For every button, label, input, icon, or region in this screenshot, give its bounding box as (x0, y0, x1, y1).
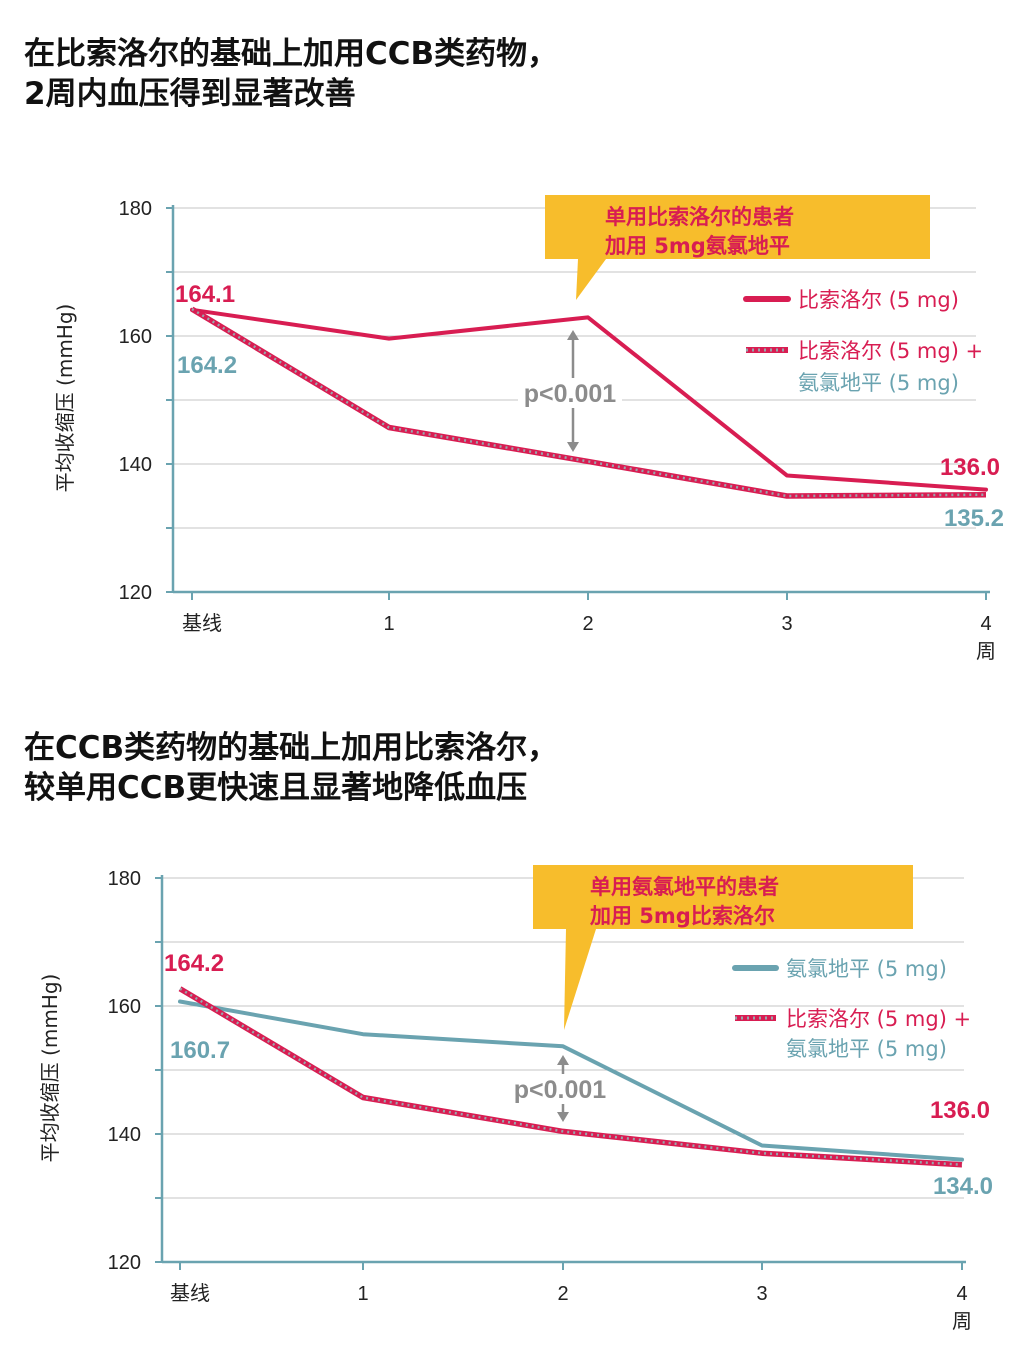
y-axis-label: 平均收缩压 (mmHg) (38, 974, 62, 1163)
y-tick-label: 140 (119, 454, 152, 476)
x-tick-label: 2 (557, 1283, 568, 1305)
p-value-arrow-head-up (557, 1055, 569, 1065)
start-value-label: 164.2 (164, 950, 224, 977)
x-tick-label: 基线 (170, 1281, 210, 1305)
legend-label: 氨氯地平 (5 mg) (786, 1037, 947, 1061)
series-line-dotted (190, 306, 987, 499)
x-axis-unit-label: 周 (952, 1309, 972, 1333)
callout-text: 加用 5mg氨氯地平 (604, 234, 790, 258)
callout-text: 单用氨氯地平的患者 (590, 875, 779, 899)
p-value-background (508, 1074, 612, 1104)
callout-pointer (576, 259, 606, 300)
y-tick-label: 120 (108, 1252, 141, 1274)
legend-label: 氨氯地平 (5 mg) (786, 957, 947, 981)
p-value-label: p<0.001 (514, 1076, 607, 1104)
x-tick-label: 1 (383, 613, 394, 635)
x-axis-unit-label: 周 (976, 639, 996, 663)
end-value-label: 134.0 (933, 1173, 993, 1200)
legend-label: 比索洛尔 (5 mg) + (798, 339, 983, 363)
y-tick-label: 120 (119, 582, 152, 604)
chart1-heading: 在比索洛尔的基础上加用CCB类药物， 2周内血压得到显著改善 (24, 34, 558, 114)
chart2-heading: 在CCB类药物的基础上加用比索洛尔， 较单用CCB更快速且显著地降低血压 (24, 728, 558, 808)
legend-label: 氨氯地平 (5 mg) (798, 371, 959, 395)
p-value-arrow-head-down (567, 442, 579, 452)
chart2-heading-line2: 较单用CCB更快速且显著地降低血压 (24, 770, 528, 806)
y-tick-label: 180 (119, 198, 152, 220)
callout-box (533, 865, 913, 929)
p-value-label: p<0.001 (524, 380, 617, 408)
p-value-arrow-head-down (557, 1112, 569, 1122)
y-tick-label: 140 (108, 1124, 141, 1146)
end-value-label: 136.0 (930, 1097, 990, 1124)
p-value-background (518, 378, 622, 408)
x-tick-label: 基线 (182, 611, 222, 635)
chart1-heading-line1: 在比索洛尔的基础上加用CCB类药物， (24, 36, 559, 72)
callout-text: 单用比索洛尔的患者 (605, 205, 794, 229)
x-tick-label: 4 (956, 1283, 967, 1305)
end-value-label: 136.0 (940, 454, 1000, 481)
start-value-label: 160.7 (170, 1037, 230, 1064)
y-tick-label: 180 (108, 868, 141, 890)
p-value-arrow-head-up (567, 330, 579, 340)
start-value-label: 164.1 (175, 281, 235, 308)
callout-box (545, 195, 930, 259)
chart2-line-chart: 180 160 140 120 基线 1 2 3 4 周 平均收缩压 (mmHg) 单用氨氯地平的… (38, 865, 993, 1333)
chart2-heading-line1: 在CCB类药物的基础上加用比索洛尔， (24, 730, 559, 766)
series-line-solid (190, 307, 988, 492)
callout-text: 加用 5mg比索洛尔 (589, 904, 775, 928)
y-axis-label: 平均收缩压 (mmHg) (53, 304, 77, 493)
chart1-line-chart: 180 160 140 120 基线 1 2 3 4 周 平均收缩压 (mmHg) 单用比索洛尔的… (53, 195, 1004, 663)
x-tick-label: 1 (357, 1283, 368, 1305)
x-tick-label: 3 (781, 613, 792, 635)
callout-pointer (564, 929, 596, 1030)
x-tick-label: 2 (582, 613, 593, 635)
end-value-label: 135.2 (944, 505, 1004, 532)
y-tick-label: 160 (119, 326, 152, 348)
legend-label: 比索洛尔 (5 mg) + (786, 1007, 971, 1031)
start-value-label: 164.2 (177, 352, 237, 379)
series-line-dotted-overlay (179, 987, 963, 1166)
x-tick-label: 3 (756, 1283, 767, 1305)
y-tick-label: 160 (108, 996, 141, 1018)
legend-label: 比索洛尔 (5 mg) (798, 288, 959, 312)
series-line-solid (178, 999, 964, 1162)
x-tick-label: 4 (980, 613, 991, 635)
chart1-heading-line2: 2周内血压得到显著改善 (24, 76, 356, 112)
